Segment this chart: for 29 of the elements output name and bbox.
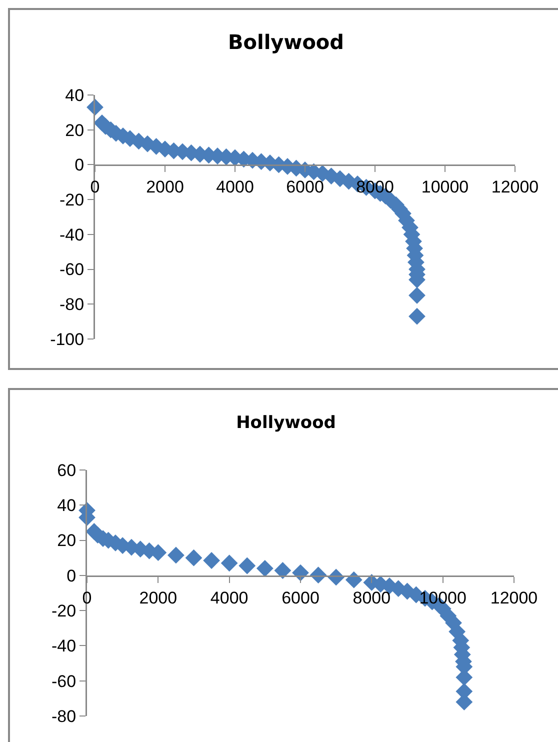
x-tick-label: 0 <box>90 178 100 197</box>
y-tick-label: 20 <box>65 120 84 140</box>
x-tick-label: 2000 <box>146 178 184 197</box>
y-tick-label: 0 <box>66 566 76 586</box>
y-tick-label: -60 <box>52 672 76 691</box>
y-tick-label: 60 <box>57 460 76 480</box>
y-tick-label: -80 <box>60 295 84 314</box>
x-tick-label: 10000 <box>421 178 469 197</box>
y-tick-label: 0 <box>74 156 84 175</box>
x-tick-label: 12000 <box>490 588 538 608</box>
x-tick-label: 6000 <box>282 588 320 608</box>
y-tick-label: -20 <box>60 190 84 210</box>
x-tick-label: 4000 <box>210 588 248 608</box>
y-tick-label: 20 <box>57 531 76 550</box>
y-tick-label: -80 <box>52 706 76 726</box>
y-tick-label: -100 <box>50 330 84 349</box>
y-tick-label: 40 <box>65 86 84 105</box>
y-tick-label: -40 <box>52 636 76 656</box>
chart-title: Hollywood <box>236 412 336 433</box>
x-tick-label: 2000 <box>139 588 178 608</box>
y-tick-label: 40 <box>57 496 76 516</box>
y-tick-label: -40 <box>60 225 84 244</box>
x-tick-label: 4000 <box>216 178 254 197</box>
x-tick-label: 12000 <box>491 178 539 197</box>
y-tick-label: -20 <box>52 602 76 621</box>
chart-title: Bollywood <box>228 30 344 54</box>
x-tick-label: 6000 <box>286 178 324 197</box>
x-tick-label: 8000 <box>352 588 391 608</box>
y-tick-label: -60 <box>60 260 84 280</box>
